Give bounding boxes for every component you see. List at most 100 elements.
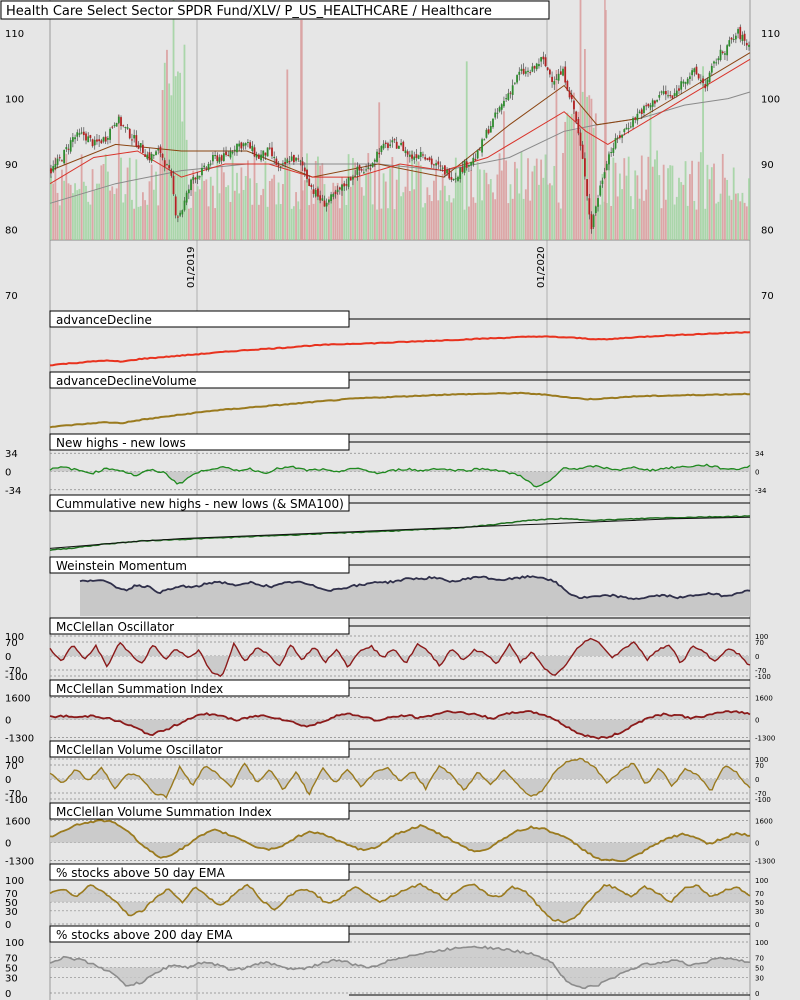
candle-body — [181, 210, 184, 215]
volume-bar — [343, 184, 346, 240]
candle-body — [306, 169, 308, 179]
candle-body — [748, 44, 750, 47]
volume-bar — [166, 49, 168, 240]
volume-bar — [478, 169, 481, 240]
candle-body — [468, 164, 470, 167]
candle-body — [599, 185, 602, 196]
candle-body — [378, 152, 381, 155]
panel-10-tick-right-2: 50 — [755, 899, 764, 907]
candle-body — [174, 196, 177, 216]
candle-body — [605, 163, 608, 171]
volume-bar — [266, 206, 269, 240]
candle-body — [566, 80, 569, 91]
volume-bar — [511, 198, 514, 240]
sma-short-line — [49, 58, 751, 185]
volume-bar — [669, 165, 672, 240]
candle-body — [640, 109, 643, 115]
candle-body — [697, 73, 700, 79]
volume-bar — [592, 127, 595, 240]
panel-title-pct-50: % stocks above 50 day EMA — [56, 866, 226, 880]
candle-body — [177, 216, 179, 218]
volume-bar — [684, 161, 687, 240]
candle-body — [255, 154, 258, 158]
candle-body — [481, 139, 483, 153]
volume-bar — [113, 193, 116, 240]
panel-10-tick-right-0: 100 — [755, 877, 768, 885]
volume-bar — [745, 206, 748, 240]
candle-body — [194, 177, 197, 180]
candle-body — [551, 76, 553, 83]
candle-body — [207, 164, 210, 171]
candle-body — [656, 99, 659, 102]
candle-body — [693, 68, 696, 73]
panel-title-nhnl: New highs - new lows — [49, 433, 350, 451]
candle-body — [137, 145, 140, 149]
candle-body — [730, 37, 733, 40]
candles-layer — [49, 24, 751, 234]
volume-bar — [678, 177, 680, 240]
volume-bar — [277, 182, 280, 240]
candle-body — [157, 148, 160, 151]
candle-body — [262, 150, 265, 157]
price-tick-left-4: 70 — [5, 291, 18, 302]
volume-bar — [54, 157, 57, 240]
panel-7-osc-fill — [50, 711, 750, 739]
candle-body — [478, 149, 481, 151]
candle-body — [343, 183, 346, 187]
volume-bar — [172, 0, 175, 241]
candle-body — [496, 112, 499, 114]
volume-bar — [82, 181, 85, 240]
panel-title-adv: advanceDeclineVolume — [49, 371, 350, 389]
volume-bar — [656, 150, 659, 240]
volume-bar — [369, 171, 372, 240]
volume-bar — [297, 201, 300, 240]
volume-bar — [400, 196, 402, 240]
candle-body — [117, 116, 120, 123]
candle-body — [472, 157, 475, 165]
candle-body — [706, 79, 709, 87]
candle-body — [54, 163, 57, 168]
series-layer — [49, 331, 751, 990]
volume-bar — [629, 196, 632, 240]
volume-bar — [170, 95, 173, 240]
volume-bar — [443, 185, 446, 240]
volume-bar — [338, 208, 341, 240]
volume-bar — [371, 204, 374, 240]
candle-body — [334, 191, 337, 195]
candle-body — [739, 26, 742, 40]
volume-bar — [282, 184, 284, 240]
candle-body — [494, 112, 497, 118]
candle-body — [106, 137, 109, 140]
volume-bar — [89, 204, 92, 240]
volume-bar — [689, 174, 691, 240]
volume-bar — [610, 205, 613, 240]
volume-bar — [544, 154, 547, 240]
candle-body — [413, 156, 416, 160]
volume-bar — [163, 62, 166, 241]
candle-body — [179, 212, 181, 216]
volume-bar — [481, 200, 483, 240]
candle-body — [505, 98, 508, 100]
panel-8-tick-right-3: -70 — [755, 790, 766, 798]
volume-bar — [717, 201, 720, 240]
panel-3-tick-left-0: 34 — [5, 449, 18, 460]
panel-9-tick-left-1: 0 — [5, 839, 11, 850]
volume-bar — [647, 156, 650, 240]
volume-bar — [100, 165, 103, 240]
volume-bar — [203, 180, 206, 240]
volume-bar — [715, 203, 718, 240]
candle-body — [627, 128, 630, 130]
volume-bar — [249, 178, 252, 240]
panel-7-tick-right-2: -1300 — [755, 735, 775, 743]
volume-bar — [459, 166, 462, 240]
volume-spike-2 — [604, 0, 606, 240]
candle-body — [710, 65, 713, 73]
candle-body — [222, 153, 225, 161]
panel-title-weinstein: Weinstein Momentum — [49, 556, 350, 574]
volume-bar — [675, 196, 678, 240]
volume-bar — [439, 190, 442, 240]
volume-bar — [540, 159, 543, 240]
volume-bar — [247, 160, 249, 240]
candle-body — [288, 161, 291, 163]
candle-body — [209, 163, 212, 165]
